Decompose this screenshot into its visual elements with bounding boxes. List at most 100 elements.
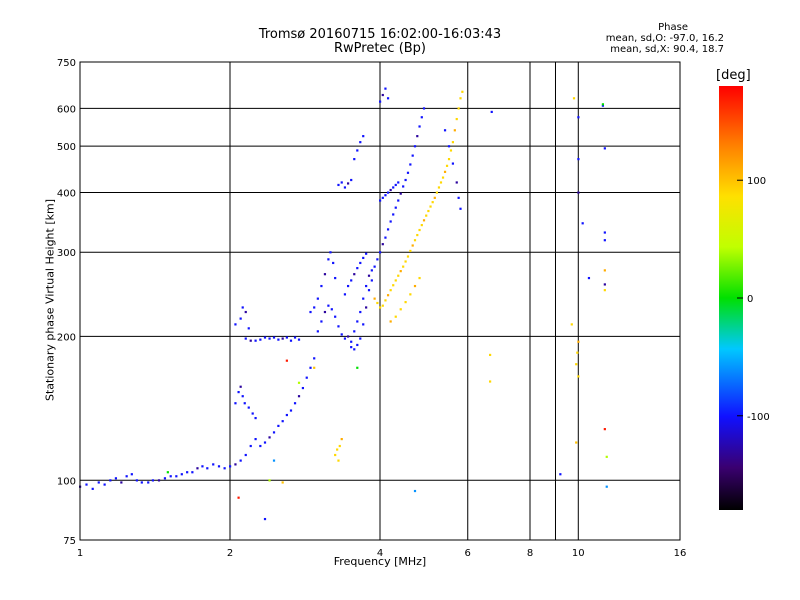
data-point — [353, 158, 356, 161]
data-point — [338, 444, 341, 448]
data-point — [327, 258, 330, 261]
data-point — [97, 481, 100, 484]
data-point — [575, 441, 578, 444]
data-point — [301, 386, 305, 390]
data-point — [416, 233, 419, 237]
data-point — [431, 201, 434, 204]
data-point — [392, 284, 395, 287]
data-point — [362, 297, 365, 300]
data-point — [340, 333, 343, 336]
data-point — [350, 346, 353, 349]
data-point — [297, 381, 301, 384]
data-point — [425, 214, 428, 217]
data-point — [254, 437, 257, 441]
data-point — [443, 129, 447, 132]
data-point — [356, 366, 359, 369]
data-point — [362, 135, 365, 138]
data-point — [379, 306, 382, 309]
y-tick-label: 600 — [57, 104, 76, 115]
data-point — [337, 325, 340, 328]
data-point — [169, 475, 172, 478]
colorbar-tick-label: -100 — [747, 412, 770, 423]
data-point — [441, 176, 445, 179]
data-point — [376, 258, 379, 261]
phase-stats-title: Phase — [658, 22, 688, 33]
data-point — [370, 279, 373, 282]
data-point — [340, 181, 343, 184]
data-point — [244, 337, 247, 340]
data-point — [381, 93, 384, 97]
data-point — [601, 104, 605, 107]
data-point — [379, 100, 382, 103]
data-point — [389, 289, 392, 292]
data-point — [392, 186, 395, 189]
data-point — [277, 424, 280, 428]
data-point — [381, 243, 384, 246]
data-point — [418, 125, 421, 128]
chart-title: Tromsø 20160715 16:02:00-16:03:43 — [258, 27, 502, 42]
data-point — [120, 481, 123, 484]
data-point — [394, 206, 397, 209]
data-point — [254, 339, 257, 342]
data-point — [435, 191, 438, 194]
data-point — [392, 213, 395, 216]
data-point — [329, 251, 332, 254]
data-point — [223, 467, 226, 470]
data-point — [605, 455, 608, 458]
data-point — [330, 308, 333, 311]
data-point — [337, 459, 340, 462]
data-point — [263, 517, 267, 521]
data-point — [413, 239, 417, 242]
data-point — [320, 284, 323, 288]
data-point — [277, 338, 280, 341]
data-point — [343, 293, 347, 296]
data-point — [356, 343, 359, 347]
data-point — [447, 145, 451, 148]
y-tick-label: 100 — [57, 476, 76, 487]
data-point — [272, 336, 276, 339]
data-point — [362, 323, 365, 326]
data-point — [313, 357, 316, 360]
data-point — [229, 465, 232, 468]
data-point — [381, 304, 384, 307]
data-point — [151, 479, 155, 482]
data-point — [570, 323, 573, 326]
data-point — [259, 444, 262, 448]
data-point — [244, 453, 247, 457]
chart-subtitle: RwPretec (Bp) — [333, 41, 427, 56]
data-point — [418, 276, 421, 280]
data-point — [411, 244, 414, 247]
data-point — [439, 181, 443, 184]
x-tick-label: 8 — [527, 548, 533, 559]
data-point — [346, 182, 350, 185]
data-point — [350, 340, 353, 343]
data-point — [397, 274, 400, 277]
data-point — [234, 323, 237, 326]
data-point — [489, 380, 492, 383]
data-point — [247, 327, 250, 330]
data-point — [409, 249, 412, 253]
data-point — [234, 463, 237, 466]
data-point — [356, 149, 359, 152]
data-point — [237, 496, 240, 499]
y-tick-label: 300 — [57, 248, 76, 259]
data-point — [386, 97, 390, 100]
data-point — [416, 135, 419, 138]
data-point — [559, 473, 562, 476]
data-point — [576, 351, 579, 354]
data-point — [175, 475, 178, 478]
data-point — [180, 473, 183, 476]
phase-stats-o: mean, sd,O: -97.0, 16.2 — [605, 33, 724, 44]
data-point — [343, 337, 347, 340]
data-point — [135, 479, 138, 482]
data-point — [313, 366, 316, 369]
data-point — [409, 293, 412, 296]
data-point — [268, 479, 271, 482]
data-point — [327, 304, 330, 307]
data-point — [384, 87, 387, 90]
axis-ticks: 1 2 4 6 8 10 16 75 100 200 300 400 500 600 750 — [57, 58, 686, 559]
data-point — [297, 338, 301, 341]
data-point — [263, 336, 267, 339]
data-point — [603, 231, 606, 234]
data-point — [605, 485, 608, 488]
